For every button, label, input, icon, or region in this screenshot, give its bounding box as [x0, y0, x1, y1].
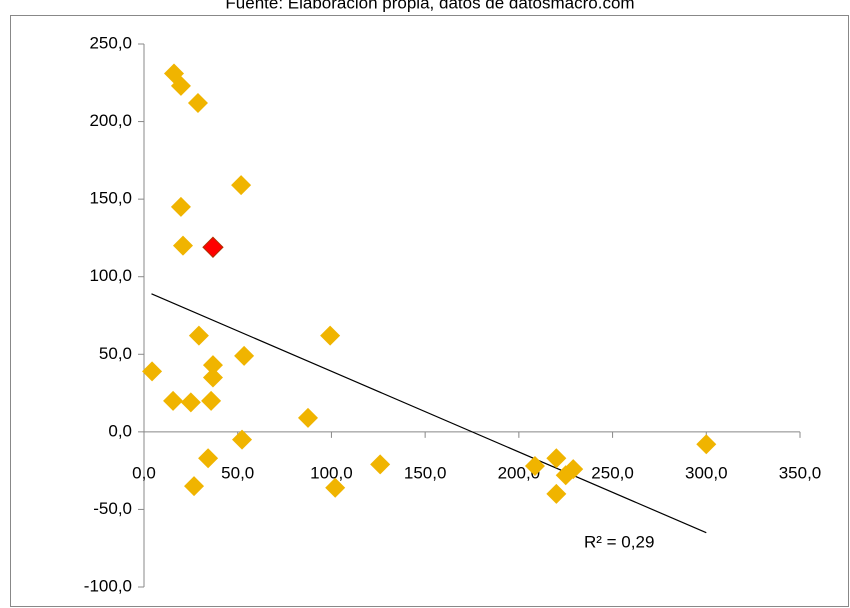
y-tick-label: 100,0: [89, 266, 132, 285]
y-tick-label: 0,0: [108, 421, 132, 440]
x-tick-label: 0,0: [132, 463, 156, 482]
trendline-label: R² = 0,29: [584, 532, 654, 551]
y-tick-label: -50,0: [93, 499, 132, 518]
point: [320, 325, 341, 346]
point: [524, 455, 545, 476]
chart-title: Fuente: Elaboración propia, datos de dat…: [225, 0, 634, 12]
x-tick-label: 150,0: [404, 463, 447, 482]
point: [188, 325, 209, 346]
point: [202, 367, 223, 388]
point: [696, 434, 717, 455]
x-tick-label: 300,0: [685, 463, 728, 482]
y-tick-label: 200,0: [89, 111, 132, 130]
point: [142, 361, 163, 382]
point: [198, 448, 219, 469]
point: [201, 390, 222, 411]
x-tick-label: 100,0: [310, 463, 353, 482]
point: [170, 75, 191, 96]
y-tick-label: 250,0: [89, 33, 132, 52]
y-tick-label: 50,0: [99, 344, 132, 363]
x-tick-label: 50,0: [221, 463, 254, 482]
point: [202, 236, 224, 258]
point: [202, 355, 223, 376]
point: [370, 454, 391, 475]
point: [172, 235, 193, 256]
x-tick-label: 350,0: [779, 463, 822, 482]
point: [184, 476, 205, 497]
point: [187, 92, 208, 113]
trendline: [151, 293, 707, 534]
point: [298, 407, 318, 428]
point: [325, 477, 346, 498]
point: [546, 483, 567, 504]
x-tick-label: 250,0: [591, 463, 634, 482]
point: [234, 345, 255, 366]
point: [232, 429, 253, 450]
point: [170, 196, 191, 217]
point: [563, 459, 584, 480]
y-tick-label: -100,0: [84, 576, 132, 595]
point: [180, 392, 201, 413]
point: [163, 390, 184, 411]
y-tick-label: 150,0: [89, 189, 132, 208]
chart-frame: [10, 15, 849, 607]
point: [546, 448, 567, 469]
point: [231, 175, 252, 196]
